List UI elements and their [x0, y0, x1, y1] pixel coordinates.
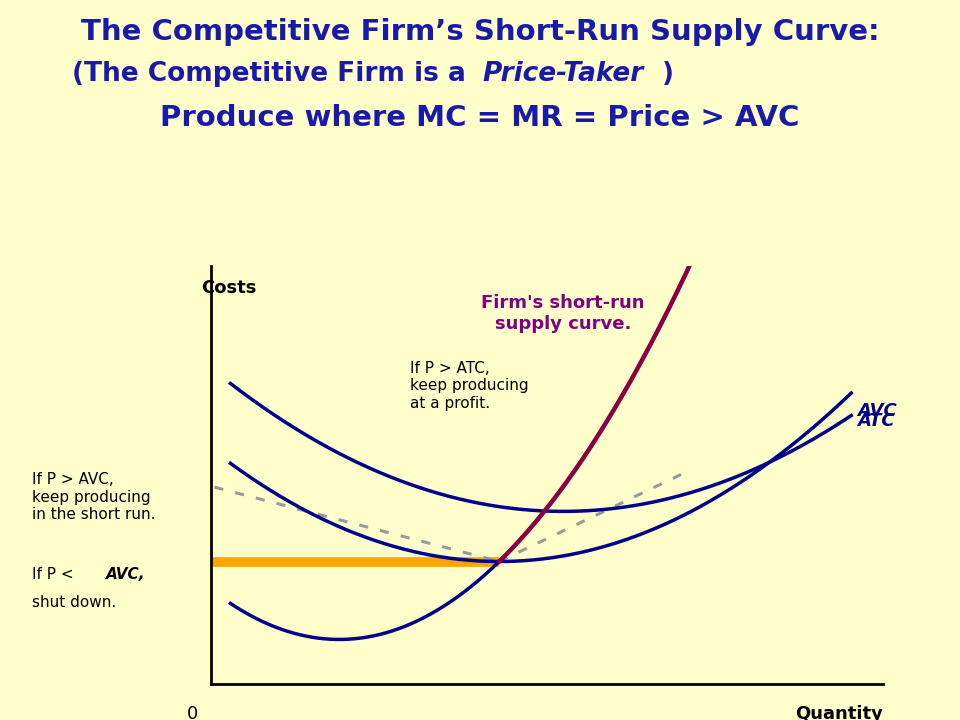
- Text: Costs: Costs: [202, 279, 257, 297]
- Text: Quantity: Quantity: [795, 705, 883, 720]
- Text: Produce where MC = MR = Price > AVC: Produce where MC = MR = Price > AVC: [160, 104, 800, 132]
- Text: Firm's short-run
supply curve.: Firm's short-run supply curve.: [482, 294, 645, 333]
- Text: If P <: If P <: [32, 567, 79, 582]
- Text: ): ): [662, 61, 674, 87]
- Text: Price-Taker: Price-Taker: [483, 61, 644, 87]
- Text: (The Competitive Firm is a: (The Competitive Firm is a: [72, 61, 480, 87]
- Text: If P > ATC,
keep producing
at a profit.: If P > ATC, keep producing at a profit.: [410, 361, 528, 411]
- Text: AVC: AVC: [857, 402, 898, 420]
- Text: The Competitive Firm’s Short-Run Supply Curve:: The Competitive Firm’s Short-Run Supply …: [81, 18, 879, 46]
- Text: AVC,: AVC,: [106, 567, 145, 582]
- Text: ATC: ATC: [857, 412, 896, 430]
- Text: 0: 0: [186, 705, 198, 720]
- Text: shut down.: shut down.: [32, 595, 116, 610]
- Text: If P > AVC,
keep producing
in the short run.: If P > AVC, keep producing in the short …: [32, 472, 156, 522]
